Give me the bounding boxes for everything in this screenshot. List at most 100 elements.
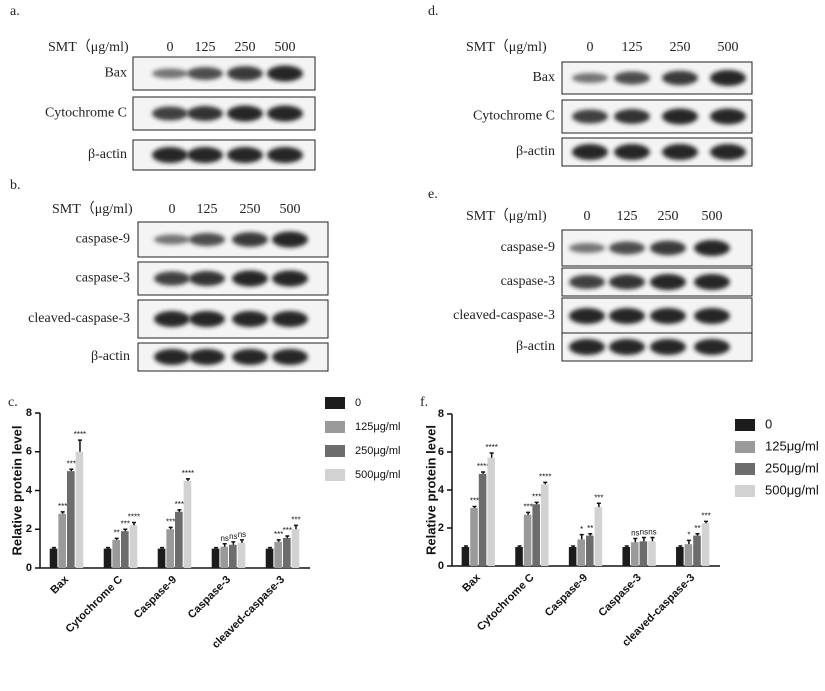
y-tick-label: 0 [26, 562, 32, 574]
x-tick-label: Bax [460, 571, 483, 594]
band [694, 240, 730, 256]
dose-label: 250 [658, 209, 679, 224]
error-bar [650, 536, 655, 542]
bar [523, 514, 532, 566]
band [609, 308, 645, 324]
error-bar [463, 545, 468, 547]
error-bar [624, 545, 629, 547]
legend-label: 500μg/ml [355, 469, 400, 481]
bar [577, 539, 585, 566]
significance: *** [470, 497, 479, 506]
bar [265, 548, 274, 568]
dose-label: 125 [195, 40, 216, 55]
dose-label: 500 [718, 40, 739, 55]
significance: *** [166, 517, 175, 526]
x-tick-label: Cytochrome C [64, 574, 126, 636]
significance: ns [238, 530, 246, 539]
dose-header: SMT（μg/ml) [52, 201, 133, 217]
panel-letter: f. [420, 395, 428, 410]
bar [283, 537, 291, 568]
band [614, 71, 650, 85]
bar [478, 473, 487, 566]
y-tick-label: 6 [26, 446, 32, 458]
y-tick-label: 6 [438, 446, 444, 458]
significance: ** [587, 524, 593, 533]
error-bar [641, 536, 646, 542]
bar [229, 544, 237, 568]
significance: ns [640, 528, 648, 537]
bar [129, 525, 138, 568]
error-bar [231, 541, 236, 545]
band [609, 241, 645, 255]
error-bar [543, 481, 548, 485]
y-tick-label: 2 [438, 522, 444, 534]
bar [639, 541, 648, 566]
band [232, 232, 268, 247]
legend-label: 0 [765, 416, 772, 431]
legend-swatch [735, 485, 755, 497]
band [189, 349, 225, 365]
bar [75, 451, 84, 568]
dose-header: SMT（μg/ml) [48, 39, 129, 55]
significance: *** [58, 502, 67, 511]
protein-label: Cytochrome C [45, 106, 127, 121]
error-bar [185, 478, 190, 481]
significance: *** [121, 519, 130, 528]
panel-letter: a. [10, 4, 20, 19]
error-bar [239, 539, 244, 543]
bar [701, 523, 710, 566]
bar [676, 547, 684, 566]
band [710, 144, 746, 160]
significance: *** [175, 500, 184, 509]
band [272, 231, 308, 248]
bar [58, 513, 66, 568]
error-bar [214, 546, 219, 549]
band [572, 144, 608, 160]
bar [487, 457, 495, 566]
bar [631, 542, 639, 566]
legend-swatch [325, 469, 345, 481]
dose-label: 0 [167, 40, 174, 55]
band [662, 70, 698, 86]
band [609, 274, 645, 290]
bar [103, 548, 112, 568]
significance: * [687, 530, 690, 539]
band [650, 308, 686, 324]
dose-label: 0 [169, 202, 176, 217]
error-bar [526, 511, 531, 515]
bar [622, 547, 631, 566]
significance: **** [485, 443, 497, 452]
band [152, 68, 188, 79]
dose-header: SMT（μg/ml) [466, 39, 547, 55]
protein-label: caspase-9 [501, 240, 555, 255]
band [694, 274, 730, 290]
significance: * [580, 525, 583, 534]
band [152, 147, 188, 163]
band [710, 108, 746, 125]
band [614, 144, 650, 160]
dose-label: 0 [587, 40, 594, 55]
dose-label: 250 [240, 202, 261, 217]
y-tick-label: 0 [438, 560, 444, 572]
bar [49, 548, 58, 568]
legend-label: 0 [355, 397, 361, 409]
legend-swatch [325, 445, 345, 457]
bar [67, 471, 75, 568]
legend-label: 250μg/ml [765, 460, 819, 475]
band [152, 106, 188, 121]
significance: *** [283, 526, 292, 535]
significance: **** [128, 513, 140, 522]
significance: ns [220, 534, 228, 543]
band [650, 339, 686, 355]
band [694, 308, 730, 324]
band [650, 240, 686, 256]
legend-swatch [735, 419, 755, 431]
protein-label: cleaved-caspase-3 [453, 308, 555, 323]
band [154, 349, 190, 365]
band [154, 234, 190, 245]
protein-label: β-actin [516, 339, 555, 354]
bar [461, 547, 470, 566]
band [227, 147, 263, 163]
bar [183, 480, 192, 568]
protein-label: β-actin [91, 349, 130, 364]
